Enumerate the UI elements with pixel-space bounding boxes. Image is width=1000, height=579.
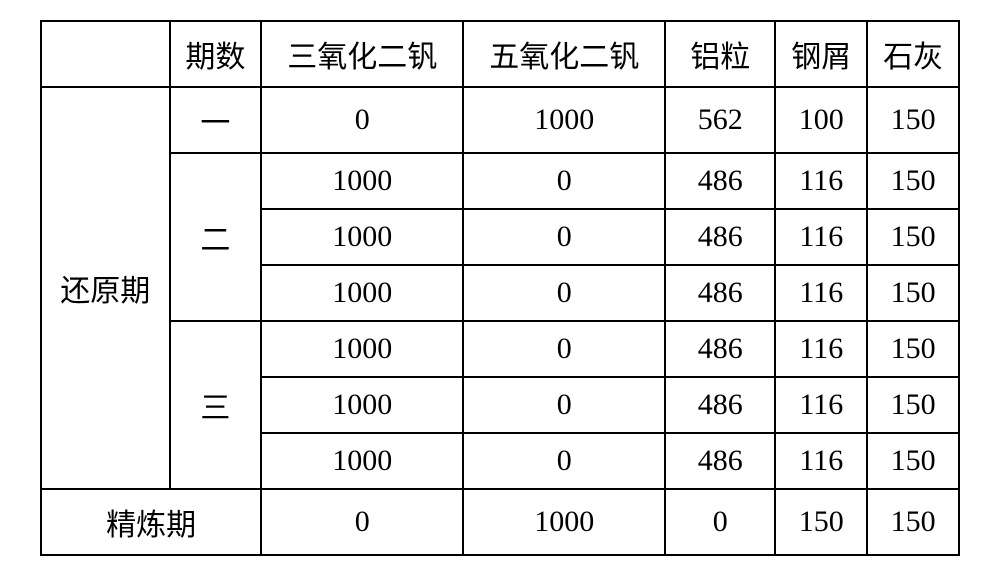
cell-lime: 150 xyxy=(867,489,959,555)
cell-steel: 116 xyxy=(775,377,867,433)
cell-lime: 150 xyxy=(867,265,959,321)
cell-v2o5: 0 xyxy=(463,377,665,433)
cell-v2o5: 0 xyxy=(463,433,665,489)
cell-al: 486 xyxy=(665,153,775,209)
cell-v2o5: 1000 xyxy=(463,489,665,555)
cell-lime: 150 xyxy=(867,321,959,377)
materials-table: 期数 三氧化二钒 五氧化二钒 铝粒 钢屑 石灰 还原期 一 0 1000 562… xyxy=(40,20,960,556)
cell-v2o5: 0 xyxy=(463,209,665,265)
cell-lime: 150 xyxy=(867,87,959,153)
cell-steel: 116 xyxy=(775,153,867,209)
cell-steel: 116 xyxy=(775,209,867,265)
cell-v2o5: 0 xyxy=(463,153,665,209)
cell-steel: 116 xyxy=(775,265,867,321)
refining-label-cell: 精炼期 xyxy=(41,489,261,555)
header-steel: 钢屑 xyxy=(775,21,867,87)
cell-al: 486 xyxy=(665,209,775,265)
cell-v2o3: 1000 xyxy=(261,153,463,209)
period-label: 三 xyxy=(170,321,262,489)
cell-v2o3: 1000 xyxy=(261,209,463,265)
header-row: 期数 三氧化二钒 五氧化二钒 铝粒 钢屑 石灰 xyxy=(41,21,959,87)
cell-v2o3: 1000 xyxy=(261,321,463,377)
cell-steel: 150 xyxy=(775,489,867,555)
period-label: 二 xyxy=(170,153,262,321)
table-row: 还原期 一 0 1000 562 100 150 xyxy=(41,87,959,153)
cell-v2o3: 1000 xyxy=(261,377,463,433)
cell-al: 562 xyxy=(665,87,775,153)
cell-al: 0 xyxy=(665,489,775,555)
cell-al: 486 xyxy=(665,433,775,489)
cell-lime: 150 xyxy=(867,377,959,433)
header-lime: 石灰 xyxy=(867,21,959,87)
cell-steel: 116 xyxy=(775,433,867,489)
cell-al: 486 xyxy=(665,377,775,433)
refining-row: 精炼期 0 1000 0 150 150 xyxy=(41,489,959,555)
cell-lime: 150 xyxy=(867,153,959,209)
header-blank xyxy=(41,21,170,87)
cell-al: 486 xyxy=(665,265,775,321)
table-row: 三 1000 0 486 116 150 xyxy=(41,321,959,377)
header-v2o5: 五氧化二钒 xyxy=(463,21,665,87)
cell-v2o3: 1000 xyxy=(261,433,463,489)
header-period-num: 期数 xyxy=(170,21,262,87)
table-container: 期数 三氧化二钒 五氧化二钒 铝粒 钢屑 石灰 还原期 一 0 1000 562… xyxy=(0,0,1000,576)
reduction-label-cell: 还原期 xyxy=(41,87,170,489)
period-label: 一 xyxy=(170,87,262,153)
cell-v2o5: 0 xyxy=(463,321,665,377)
cell-steel: 116 xyxy=(775,321,867,377)
header-al: 铝粒 xyxy=(665,21,775,87)
cell-v2o3: 1000 xyxy=(261,265,463,321)
table-row: 二 1000 0 486 116 150 xyxy=(41,153,959,209)
cell-lime: 150 xyxy=(867,433,959,489)
header-v2o3: 三氧化二钒 xyxy=(261,21,463,87)
cell-steel: 100 xyxy=(775,87,867,153)
cell-al: 486 xyxy=(665,321,775,377)
cell-v2o3: 0 xyxy=(261,87,463,153)
cell-v2o3: 0 xyxy=(261,489,463,555)
cell-v2o5: 0 xyxy=(463,265,665,321)
cell-lime: 150 xyxy=(867,209,959,265)
cell-v2o5: 1000 xyxy=(463,87,665,153)
